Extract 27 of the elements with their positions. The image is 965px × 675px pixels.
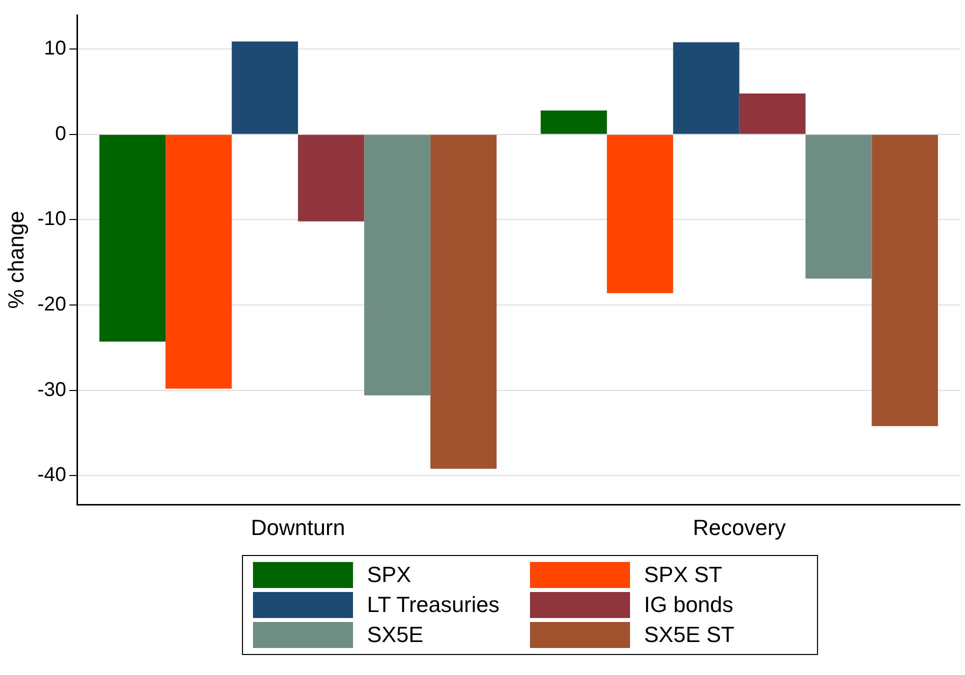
bar — [364, 134, 430, 396]
legend-label: SPX — [367, 562, 412, 588]
bar — [99, 134, 166, 342]
y-tick-label: -10 — [37, 208, 66, 230]
y-axis-title: % change — [3, 210, 28, 309]
bar — [606, 134, 674, 294]
x-tick-label: Recovery — [692, 514, 786, 540]
bar — [232, 41, 298, 134]
y-tick-label: 10 — [44, 38, 66, 60]
x-tick-label: Downturn — [250, 514, 346, 540]
y-tick-label: -30 — [37, 378, 66, 401]
y-tick-label: -20 — [37, 294, 66, 316]
bar — [298, 134, 364, 222]
y-tick-label: -40 — [37, 464, 66, 486]
bar — [540, 110, 607, 134]
bar — [872, 134, 938, 426]
bar — [739, 93, 806, 134]
bar — [806, 134, 872, 279]
legend-label: SX5E — [367, 622, 424, 648]
y-tick-label: 0 — [55, 122, 66, 145]
legend-label: SX5E ST — [644, 622, 734, 648]
legend-label: IG bonds — [644, 592, 734, 618]
bar — [673, 42, 740, 134]
legend-label: LT Treasuries — [367, 592, 500, 618]
bar — [430, 134, 497, 469]
bar — [166, 134, 232, 389]
legend-label: SPX ST — [644, 562, 722, 588]
